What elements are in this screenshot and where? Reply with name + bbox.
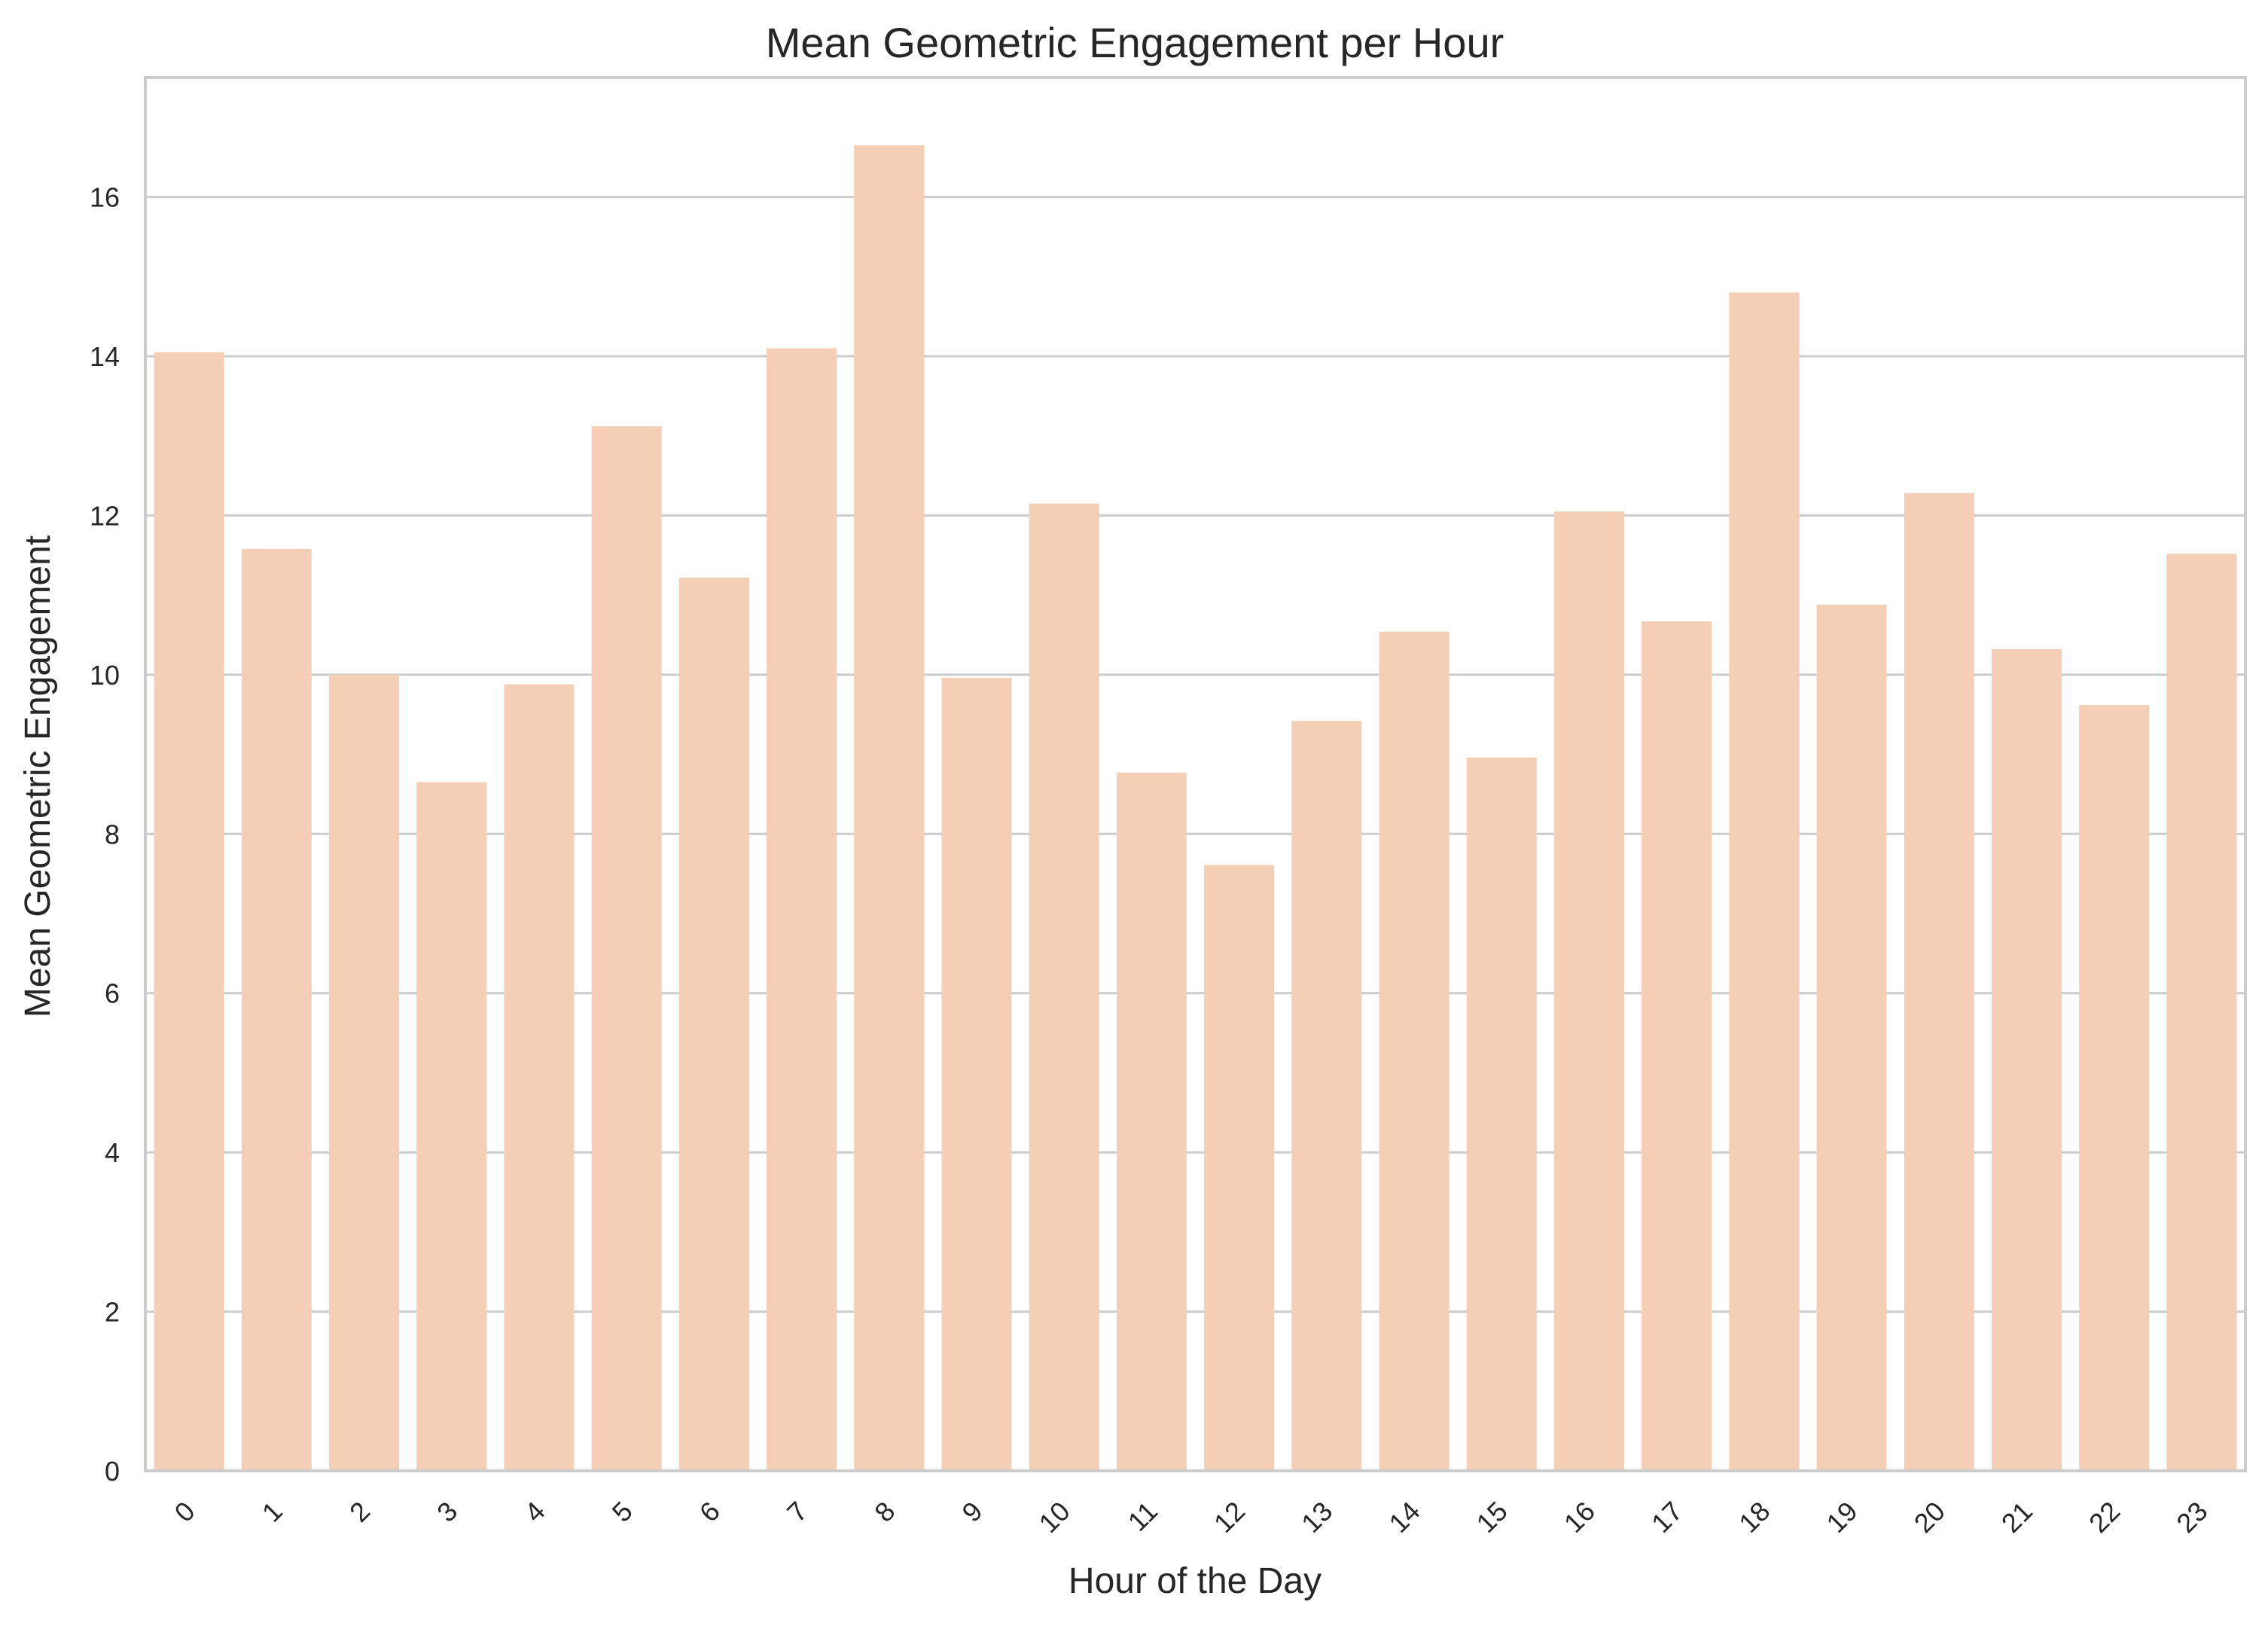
- y-axis-ticks: 0 2 4 6 8 10 12 14 16: [90, 182, 120, 1487]
- bar-hour-13: [1291, 721, 1362, 1471]
- bar-hour-22: [2079, 705, 2150, 1471]
- y-tick-label: 8: [105, 819, 120, 850]
- y-tick-label: 2: [105, 1297, 120, 1328]
- bar-hour-17: [1642, 621, 1712, 1471]
- bar-hour-10: [1029, 503, 1099, 1471]
- bar-hour-20: [1904, 493, 1974, 1471]
- bar-hour-18: [1729, 292, 1800, 1471]
- bar-hour-2: [329, 674, 400, 1471]
- bar-hour-3: [416, 782, 487, 1471]
- x-axis-label: Hour of the Day: [1068, 1561, 1321, 1601]
- bar-hour-0: [154, 352, 224, 1471]
- bar-hour-9: [941, 678, 1012, 1471]
- y-axis-label: Mean Geometric Engagement: [18, 535, 58, 1017]
- y-tick-label: 6: [105, 978, 120, 1009]
- bar-hour-14: [1379, 631, 1450, 1471]
- y-tick-label: 16: [90, 182, 120, 213]
- bar-hour-6: [678, 577, 749, 1471]
- bar-hour-8: [854, 145, 925, 1471]
- y-tick-label: 14: [90, 341, 120, 372]
- bar-hour-16: [1553, 511, 1624, 1472]
- plot-frame: [144, 76, 2247, 1472]
- bar-hour-7: [767, 348, 837, 1471]
- bar-hour-5: [591, 426, 662, 1471]
- bar-hour-19: [1816, 604, 1887, 1471]
- bar-hour-12: [1204, 865, 1275, 1471]
- bar-hour-11: [1116, 772, 1187, 1471]
- y-tick-label: 10: [90, 660, 120, 691]
- chart-title: Mean Geometric Engagement per Hour: [766, 19, 1504, 66]
- bar-hour-1: [241, 548, 312, 1471]
- bar-hour-23: [2166, 554, 2237, 1472]
- bar-hour-15: [1466, 757, 1537, 1471]
- y-tick-label: 4: [105, 1137, 120, 1168]
- y-tick-label: 0: [105, 1456, 120, 1487]
- bar-hour-21: [1991, 649, 2062, 1471]
- bars: [154, 145, 2237, 1472]
- y-tick-label: 12: [90, 500, 120, 531]
- bar-hour-4: [504, 684, 575, 1471]
